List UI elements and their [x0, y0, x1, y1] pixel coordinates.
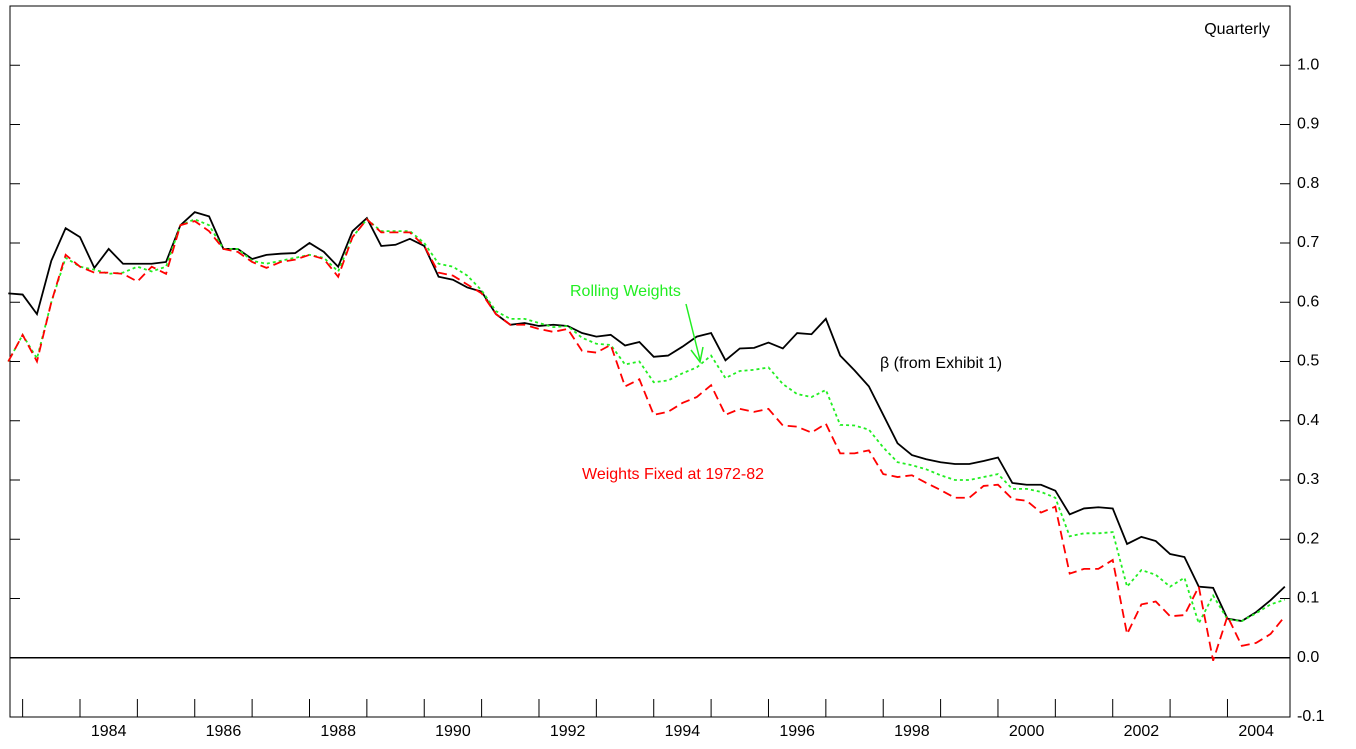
- series-label: β (from Exhibit 1): [880, 355, 1002, 372]
- y-tick-label: 0.3: [1297, 471, 1319, 488]
- y-tick-label: 0.7: [1297, 234, 1319, 251]
- x-tick-label: 2004: [1238, 723, 1274, 740]
- x-tick-label: 1990: [435, 723, 471, 740]
- y-tick-label: 0.8: [1297, 175, 1319, 192]
- annotation-arrow: [685, 303, 704, 364]
- x-tick-label: 1984: [91, 723, 127, 740]
- series-label: Weights Fixed at 1972-82: [582, 466, 764, 483]
- series-line: [7, 218, 1286, 626]
- series-line: [7, 217, 1286, 661]
- x-tick-label: 1992: [550, 723, 586, 740]
- x-tick-label: 2000: [1009, 723, 1045, 740]
- plot-frame: [9, 5, 1291, 718]
- x-tick-label: 1986: [206, 723, 242, 740]
- y-tick-label: 0.9: [1297, 116, 1319, 133]
- series-label: Rolling Weights: [570, 283, 681, 300]
- x-tick-label: 1996: [779, 723, 815, 740]
- x-tick-label: 1998: [894, 723, 930, 740]
- y-tick-label: 0.6: [1297, 293, 1319, 310]
- x-tick-label: 1994: [665, 723, 701, 740]
- chart-title: Quarterly: [1204, 21, 1270, 38]
- x-tick-label: 2002: [1124, 723, 1160, 740]
- y-tick-label: -0.1: [1297, 708, 1325, 725]
- y-tick-label: 0.0: [1297, 649, 1319, 666]
- y-tick-label: 0.4: [1297, 412, 1319, 429]
- y-tick-label: 0.5: [1297, 353, 1319, 370]
- y-tick-label: 0.2: [1297, 530, 1319, 547]
- y-tick-label: 0.1: [1297, 590, 1319, 607]
- series-line: [8, 211, 1286, 622]
- x-tick-label: 1988: [320, 723, 356, 740]
- y-tick-label: 1.0: [1297, 56, 1319, 73]
